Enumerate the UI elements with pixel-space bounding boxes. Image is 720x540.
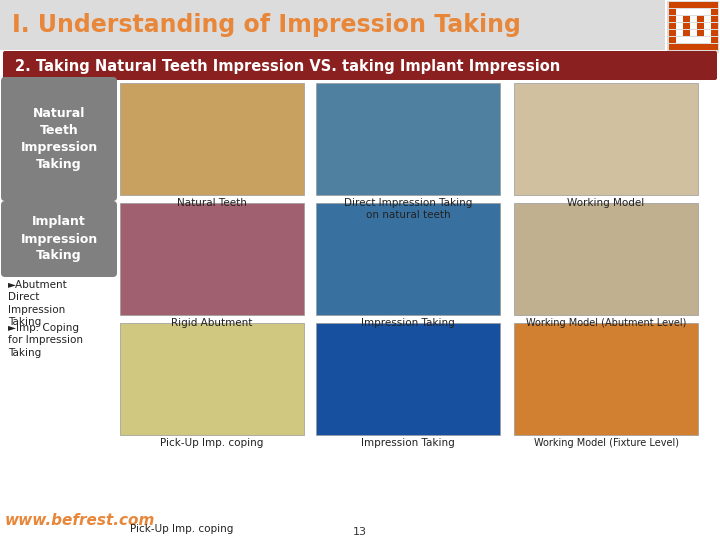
Bar bbox=[711, 44, 718, 50]
Text: Pick-Up Imp. coping: Pick-Up Imp. coping bbox=[161, 438, 264, 448]
Text: I. Understanding of Impression Taking: I. Understanding of Impression Taking bbox=[12, 13, 521, 37]
Bar bbox=[704, 16, 711, 22]
Bar bbox=[669, 2, 675, 8]
Bar bbox=[690, 2, 696, 8]
Bar bbox=[690, 23, 696, 29]
FancyBboxPatch shape bbox=[3, 51, 717, 80]
Bar bbox=[704, 23, 711, 29]
Text: Working Model: Working Model bbox=[567, 198, 644, 208]
Bar bbox=[669, 30, 675, 36]
Bar bbox=[514, 203, 698, 315]
Bar bbox=[711, 37, 718, 43]
Text: Rigid Abutment: Rigid Abutment bbox=[171, 318, 253, 328]
Bar bbox=[697, 2, 703, 8]
Bar bbox=[704, 44, 711, 50]
Bar bbox=[120, 203, 304, 315]
Text: Working Model (Abutment Level): Working Model (Abutment Level) bbox=[526, 318, 686, 328]
Text: 13: 13 bbox=[353, 527, 367, 537]
Bar bbox=[669, 23, 675, 29]
Bar bbox=[683, 2, 690, 8]
Bar bbox=[676, 2, 683, 8]
Bar bbox=[514, 83, 698, 195]
Bar bbox=[683, 23, 690, 29]
Bar bbox=[120, 323, 304, 435]
Bar bbox=[704, 9, 711, 15]
Bar bbox=[683, 44, 690, 50]
Bar bbox=[676, 16, 683, 22]
Text: Natural
Teeth
Impression
Taking: Natural Teeth Impression Taking bbox=[20, 107, 98, 171]
Bar bbox=[690, 44, 696, 50]
Text: Impression Taking: Impression Taking bbox=[361, 438, 455, 448]
Bar bbox=[697, 23, 703, 29]
Bar bbox=[711, 2, 718, 8]
Bar bbox=[704, 2, 711, 8]
Text: Natural Teeth: Natural Teeth bbox=[177, 198, 247, 208]
Bar bbox=[704, 37, 711, 43]
Bar bbox=[669, 44, 675, 50]
Bar bbox=[697, 16, 703, 22]
Bar bbox=[697, 37, 703, 43]
Bar bbox=[690, 30, 696, 36]
Bar bbox=[0, 0, 665, 50]
Bar bbox=[683, 9, 690, 15]
Bar bbox=[711, 23, 718, 29]
Bar bbox=[697, 30, 703, 36]
Bar bbox=[711, 30, 718, 36]
Bar bbox=[316, 203, 500, 315]
Bar bbox=[676, 9, 683, 15]
Bar bbox=[316, 323, 500, 435]
Bar bbox=[683, 30, 690, 36]
Bar bbox=[704, 30, 711, 36]
Bar bbox=[711, 16, 718, 22]
Bar bbox=[676, 44, 683, 50]
Text: Pick-Up Imp. coping: Pick-Up Imp. coping bbox=[130, 524, 233, 534]
Bar bbox=[676, 37, 683, 43]
Bar bbox=[316, 83, 500, 195]
Text: Working Model (Fixture Level): Working Model (Fixture Level) bbox=[534, 438, 678, 448]
Bar bbox=[690, 16, 696, 22]
FancyBboxPatch shape bbox=[1, 77, 117, 201]
Bar bbox=[683, 16, 690, 22]
Bar bbox=[690, 37, 696, 43]
Bar bbox=[676, 23, 683, 29]
Bar bbox=[514, 323, 698, 435]
Text: 2. Taking Natural Teeth Impression VS. taking Implant Impression: 2. Taking Natural Teeth Impression VS. t… bbox=[15, 58, 560, 73]
Text: ►Imp. Coping
for Impression
Taking: ►Imp. Coping for Impression Taking bbox=[8, 323, 83, 358]
FancyBboxPatch shape bbox=[1, 201, 117, 277]
Bar bbox=[711, 9, 718, 15]
Bar bbox=[669, 9, 675, 15]
Text: Direct Impression Taking
on natural teeth: Direct Impression Taking on natural teet… bbox=[344, 198, 472, 220]
Bar bbox=[676, 30, 683, 36]
Bar bbox=[669, 37, 675, 43]
Text: Implant
Impression
Taking: Implant Impression Taking bbox=[20, 215, 98, 262]
Bar bbox=[667, 1, 719, 53]
Bar bbox=[690, 9, 696, 15]
Bar bbox=[683, 37, 690, 43]
Text: ►Abutment
Direct
Impression
Taking: ►Abutment Direct Impression Taking bbox=[8, 280, 68, 327]
Bar bbox=[669, 16, 675, 22]
Bar bbox=[697, 9, 703, 15]
Text: Impression Taking: Impression Taking bbox=[361, 318, 455, 328]
Bar bbox=[697, 44, 703, 50]
Text: www.befrest.com: www.befrest.com bbox=[5, 513, 156, 528]
Bar bbox=[120, 83, 304, 195]
